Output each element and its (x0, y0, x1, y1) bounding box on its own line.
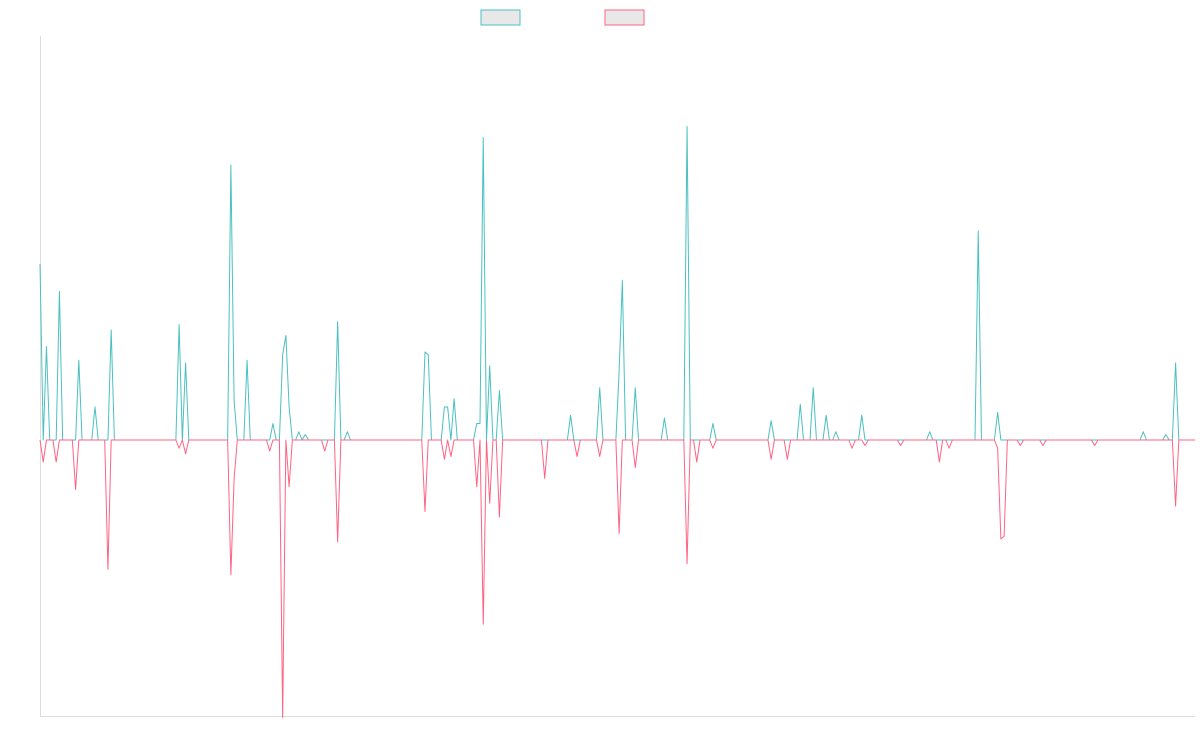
plot-area (39, 126, 1195, 719)
legend-swatch-series-1 (480, 9, 521, 26)
series-line-2 (39, 439, 1195, 719)
legend-item-series-2[interactable] (604, 9, 645, 26)
legend-item-series-1[interactable] (480, 9, 521, 26)
series-line-1 (39, 126, 1195, 441)
legend (480, 9, 645, 26)
legend-swatch-series-2 (604, 9, 645, 26)
